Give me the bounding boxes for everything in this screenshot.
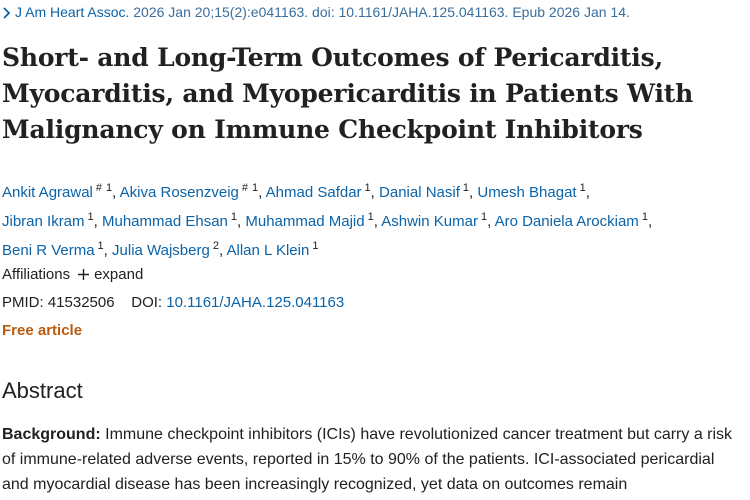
author-separator: ,: [647, 213, 653, 230]
author-link[interactable]: Muhammad Ehsan: [102, 213, 228, 230]
doi-link[interactable]: 10.1161/JAHA.125.041163: [166, 294, 345, 311]
author-separator: ,: [469, 184, 474, 201]
author-separator: ,: [103, 242, 108, 259]
author-link[interactable]: Umesh Bhagat: [477, 184, 577, 201]
author: Ankit Agrawal #1,: [2, 182, 117, 201]
expand-toggle[interactable]: expand: [78, 266, 143, 283]
author: Ashwin Kumar 1,: [381, 211, 492, 230]
author: Akiva Rosenzveig #1,: [119, 182, 263, 201]
citation-details: 2026 Jan 20;15(2):e041163. doi: 10.1161/…: [133, 4, 630, 20]
affiliation-mark[interactable]: 2: [212, 240, 219, 252]
author: Aro Daniela Arockiam 1,: [494, 211, 653, 230]
affiliation-mark[interactable]: 1: [97, 240, 104, 252]
author-separator: ,: [585, 184, 590, 201]
author-separator: ,: [93, 213, 98, 230]
author-separator: ,: [218, 242, 224, 259]
affiliation-mark[interactable]: 1: [462, 182, 470, 194]
affiliation-mark[interactable]: 1: [252, 182, 259, 194]
plus-icon: [78, 269, 90, 280]
author-link[interactable]: Akiva Rosenzveig: [119, 184, 239, 201]
author-link[interactable]: Allan L Klein: [226, 242, 310, 259]
author-separator: ,: [258, 184, 263, 201]
author-list: Ankit Agrawal #1, Akiva Rosenzveig #1, Ahm…: [2, 176, 747, 263]
affiliation-mark[interactable]: 1: [87, 211, 94, 223]
author: Muhammad Majid 1,: [245, 211, 378, 230]
title-line: Myocarditis, and Myopericarditis in Pati…: [2, 79, 694, 108]
author: Umesh Bhagat 1,: [477, 182, 590, 201]
abstract-background: Background: Immune checkpoint inhibitors…: [2, 422, 742, 497]
author-link[interactable]: Aro Daniela Arockiam: [494, 213, 639, 230]
author: Jibran Ikram 1,: [2, 211, 98, 230]
article-title: Short- and Long-Term Outcomes of Pericar…: [2, 40, 693, 148]
affiliation-mark[interactable]: 1: [367, 211, 374, 223]
author-link[interactable]: Ahmad Safdar: [265, 184, 362, 201]
author: Muhammad Ehsan 1,: [102, 211, 242, 230]
affiliation-mark[interactable]: 1: [641, 211, 648, 223]
affiliation-mark[interactable]: 1: [579, 182, 586, 194]
affiliation-mark[interactable]: 1: [230, 211, 238, 223]
affiliation-mark[interactable]: 1: [480, 211, 488, 223]
background-text: Immune checkpoint inhibitors (ICIs) have…: [2, 426, 733, 493]
affiliation-mark[interactable]: 1: [364, 182, 371, 194]
title-line: Malignancy on Immune Checkpoint Inhibito…: [2, 115, 643, 144]
identifiers: PMID: 41532506 DOI: 10.1161/JAHA.125.041…: [2, 294, 344, 311]
author: Julia Wajsberg 2,: [112, 240, 224, 259]
citation: J Am Heart Assoc. 2026 Jan 20;15(2):e041…: [2, 4, 630, 20]
title-line: Short- and Long-Term Outcomes of Pericar…: [2, 43, 663, 72]
author-link[interactable]: Jibran Ikram: [2, 213, 85, 230]
chevron-icon: [3, 7, 11, 19]
author-link[interactable]: Ankit Agrawal: [2, 184, 93, 201]
affiliations: Affiliations expand: [2, 266, 143, 283]
author: Beni R Verma 1,: [2, 240, 108, 259]
affiliation-mark[interactable]: 1: [106, 182, 113, 194]
author-link[interactable]: Ashwin Kumar: [381, 213, 478, 230]
author-separator: ,: [370, 184, 375, 201]
author-separator: ,: [373, 213, 378, 230]
abstract-heading: Abstract: [2, 378, 83, 403]
background-label: Background:: [2, 426, 101, 443]
pmid: 41532506: [47, 294, 115, 311]
affiliation-mark[interactable]: 1: [312, 240, 319, 252]
affiliations-label: Affiliations: [2, 266, 71, 283]
journal-link[interactable]: J Am Heart Assoc.: [15, 4, 130, 20]
free-article: Free article: [2, 322, 83, 339]
author-link[interactable]: Julia Wajsberg: [112, 242, 210, 259]
author-link[interactable]: Beni R Verma: [2, 242, 95, 259]
author-separator: ,: [112, 184, 117, 201]
expand-text[interactable]: expand: [94, 266, 144, 283]
affiliation-mark[interactable]: #: [241, 182, 249, 194]
affiliation-mark[interactable]: #: [95, 182, 103, 194]
author: Ahmad Safdar 1,: [265, 182, 375, 201]
author: Danial Nasif 1,: [379, 182, 474, 201]
author-link[interactable]: Danial Nasif: [379, 184, 460, 201]
author-separator: ,: [487, 213, 492, 230]
author: Allan L Klein 1: [226, 240, 319, 259]
doi-label: DOI:: [131, 294, 163, 311]
author-separator: ,: [237, 213, 242, 230]
pmid-label: PMID:: [2, 294, 44, 311]
author-link[interactable]: Muhammad Majid: [245, 213, 365, 230]
